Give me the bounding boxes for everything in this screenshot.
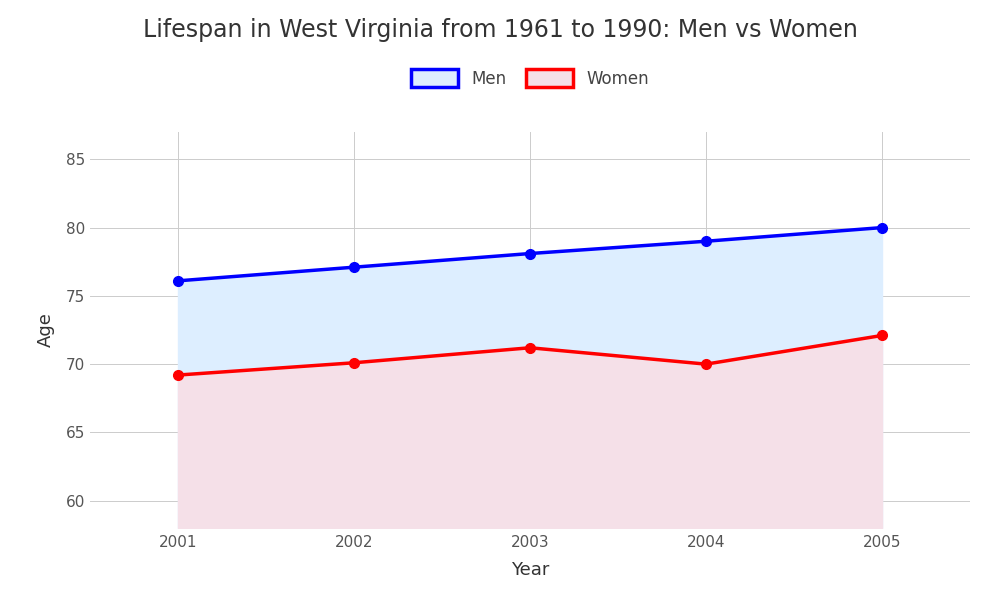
Y-axis label: Age: Age <box>37 313 55 347</box>
Text: Lifespan in West Virginia from 1961 to 1990: Men vs Women: Lifespan in West Virginia from 1961 to 1… <box>143 18 857 42</box>
Legend: Men, Women: Men, Women <box>411 69 649 88</box>
X-axis label: Year: Year <box>511 561 549 579</box>
